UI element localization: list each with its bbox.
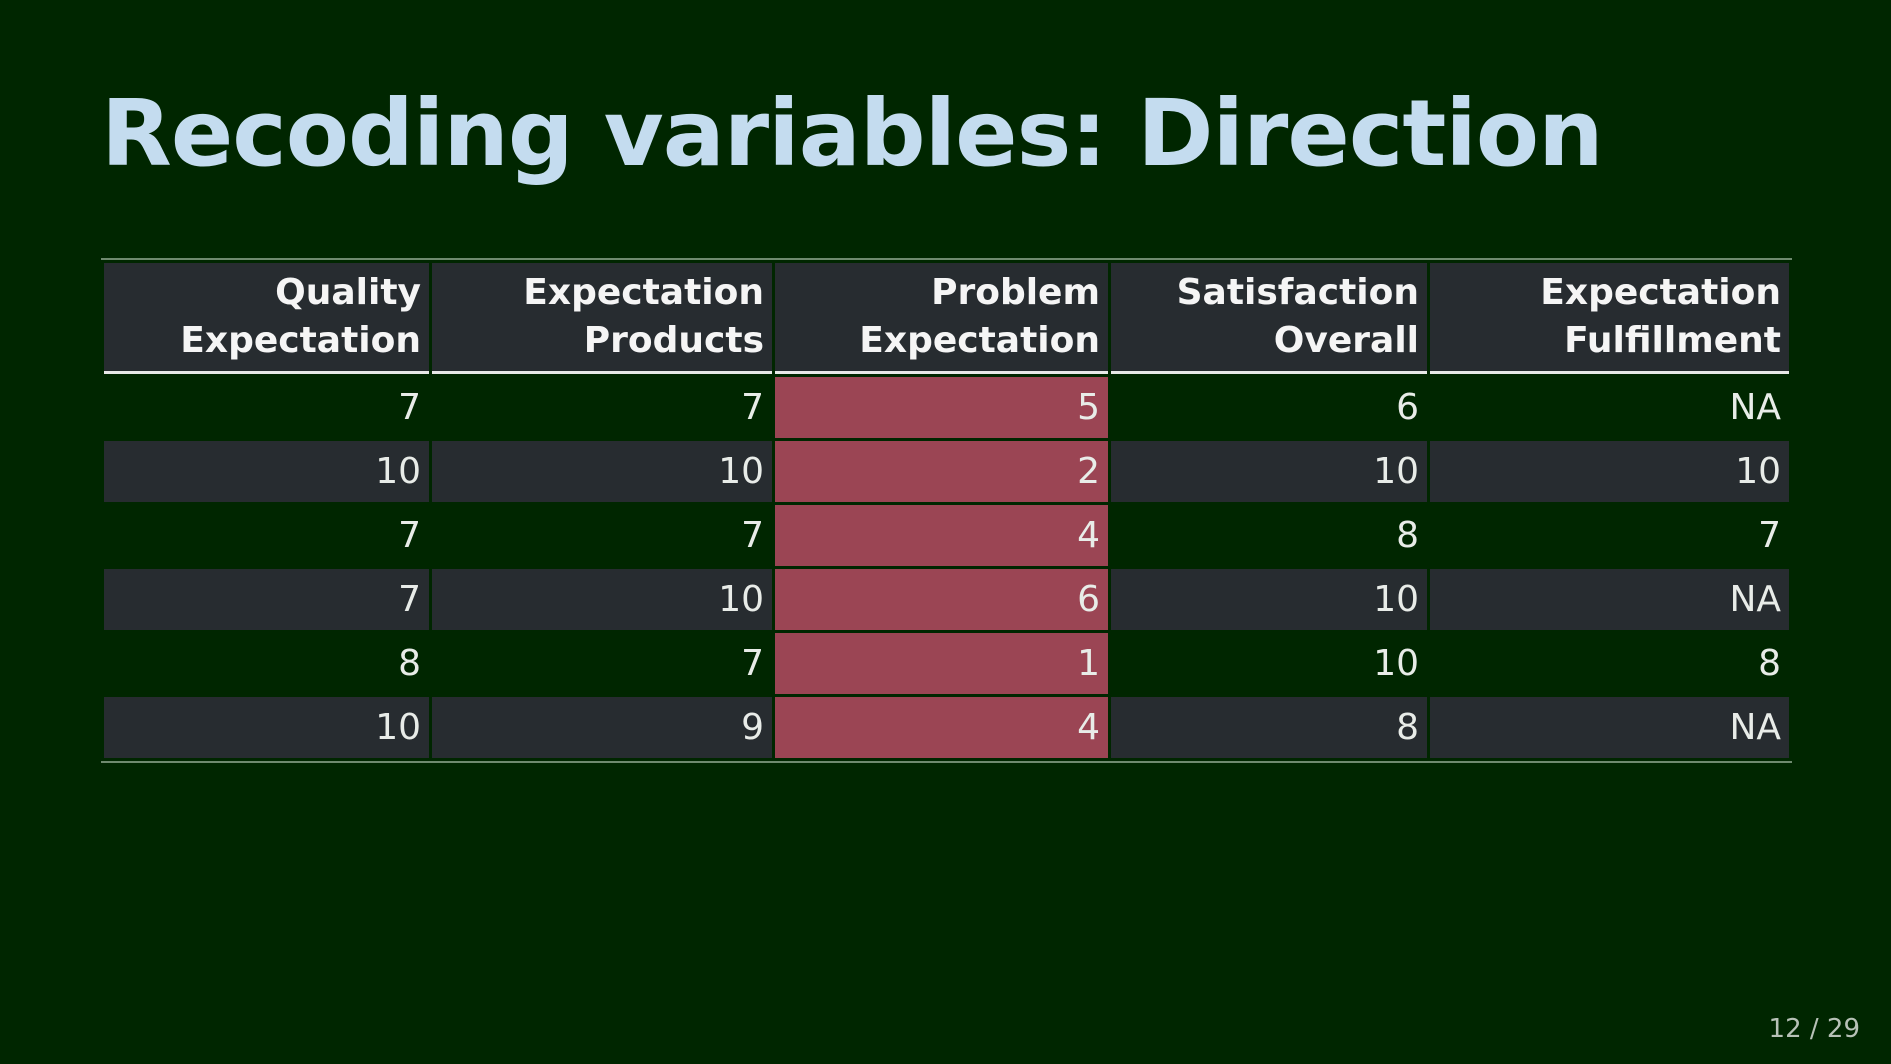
- table-cell: NA: [1430, 569, 1789, 630]
- table-cell: 7: [104, 377, 429, 438]
- table-cell: 6: [1111, 377, 1427, 438]
- table-cell: NA: [1430, 377, 1789, 438]
- column-header-quality-expectation: Quality Expectation: [104, 263, 429, 374]
- table-cell-highlighted: 1: [775, 633, 1108, 694]
- table-row: 7 7 5 6 NA: [104, 377, 1789, 438]
- column-header-line: Quality: [112, 269, 421, 317]
- column-header-line: Expectation: [1438, 269, 1781, 317]
- table-cell: 7: [432, 377, 772, 438]
- table-cell: 10: [1430, 441, 1789, 502]
- column-header-line: Products: [440, 317, 764, 365]
- column-header-line: Expectation: [112, 317, 421, 365]
- table-cell: 9: [432, 697, 772, 758]
- table-row: 7 10 6 10 NA: [104, 569, 1789, 630]
- table-row: 8 7 1 10 8: [104, 633, 1789, 694]
- column-header-line: Satisfaction: [1119, 269, 1419, 317]
- table-cell: 7: [432, 505, 772, 566]
- table-cell: 7: [104, 569, 429, 630]
- column-header-line: Expectation: [440, 269, 764, 317]
- table-cell: 10: [104, 697, 429, 758]
- table-cell: 8: [104, 633, 429, 694]
- table-cell: 7: [104, 505, 429, 566]
- column-header-satisfaction-overall: Satisfaction Overall: [1111, 263, 1427, 374]
- table-cell: 8: [1111, 697, 1427, 758]
- column-header-line: Overall: [1119, 317, 1419, 365]
- table-cell: 10: [432, 441, 772, 502]
- table-cell-highlighted: 5: [775, 377, 1108, 438]
- table-cell-highlighted: 6: [775, 569, 1108, 630]
- column-header-line: Fulfillment: [1438, 317, 1781, 365]
- slide-title: Recoding variables: Direction: [101, 88, 1603, 180]
- table-cell: 10: [104, 441, 429, 502]
- table-cell-highlighted: 4: [775, 697, 1108, 758]
- table-row: 10 10 2 10 10: [104, 441, 1789, 502]
- table-cell: 10: [1111, 633, 1427, 694]
- table-row: 10 9 4 8 NA: [104, 697, 1789, 758]
- data-table: Quality Expectation Expectation Products…: [101, 258, 1792, 763]
- table-cell: NA: [1430, 697, 1789, 758]
- table-cell-highlighted: 4: [775, 505, 1108, 566]
- table-cell: 10: [1111, 441, 1427, 502]
- table-cell: 7: [432, 633, 772, 694]
- column-header-line: Problem: [783, 269, 1100, 317]
- column-header-line: Expectation: [783, 317, 1100, 365]
- page-number: 12 / 29: [1769, 1014, 1860, 1044]
- table-cell: 10: [1111, 569, 1427, 630]
- table-cell: 10: [432, 569, 772, 630]
- column-header-expectation-fulfillment: Expectation Fulfillment: [1430, 263, 1789, 374]
- table-cell-highlighted: 2: [775, 441, 1108, 502]
- table-cell: 8: [1430, 633, 1789, 694]
- column-header-problem-expectation: Problem Expectation: [775, 263, 1108, 374]
- column-header-expectation-products: Expectation Products: [432, 263, 772, 374]
- table-header-row: Quality Expectation Expectation Products…: [104, 263, 1789, 374]
- table-row: 7 7 4 8 7: [104, 505, 1789, 566]
- table-cell: 7: [1430, 505, 1789, 566]
- table-cell: 8: [1111, 505, 1427, 566]
